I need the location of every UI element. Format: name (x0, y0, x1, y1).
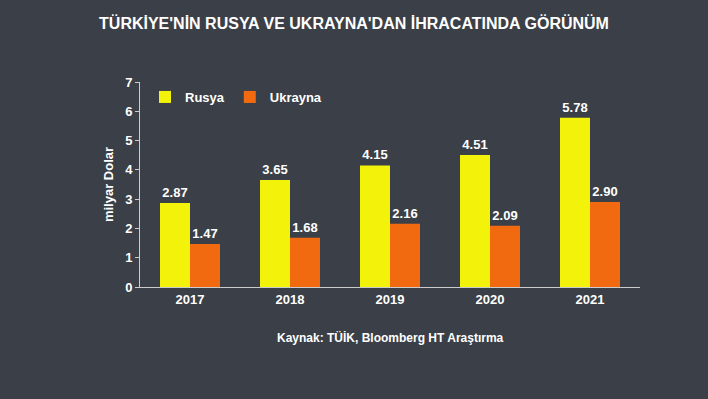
svg-text:1.47: 1.47 (192, 226, 217, 241)
svg-text:0: 0 (125, 280, 132, 295)
svg-text:2021: 2021 (576, 292, 605, 307)
svg-text:3.65: 3.65 (262, 162, 287, 177)
svg-text:5.78: 5.78 (562, 100, 587, 115)
svg-text:7: 7 (125, 75, 132, 90)
svg-text:2.09: 2.09 (492, 208, 517, 223)
svg-text:2017: 2017 (176, 292, 205, 307)
svg-text:2.87: 2.87 (162, 185, 187, 200)
svg-text:2019: 2019 (376, 292, 405, 307)
svg-text:2.90: 2.90 (592, 184, 617, 199)
svg-text:4.15: 4.15 (362, 147, 387, 162)
svg-text:2.16: 2.16 (392, 206, 417, 221)
svg-text:milyar Dolar: milyar Dolar (101, 147, 116, 222)
svg-text:3: 3 (125, 192, 132, 207)
svg-text:5: 5 (125, 133, 132, 148)
svg-text:Rusya: Rusya (185, 90, 225, 105)
svg-text:Ukrayna: Ukrayna (270, 90, 322, 105)
svg-text:2: 2 (125, 221, 132, 236)
svg-text:4.51: 4.51 (462, 137, 487, 152)
svg-text:1: 1 (125, 250, 132, 265)
svg-text:TÜRKİYE'NİN RUSYA VE UKRAYNA'D: TÜRKİYE'NİN RUSYA VE UKRAYNA'DAN İHRACAT… (99, 14, 609, 32)
svg-text:2018: 2018 (276, 292, 305, 307)
svg-text:4: 4 (125, 162, 133, 177)
svg-text:2020: 2020 (476, 292, 505, 307)
svg-text:6: 6 (125, 104, 132, 119)
svg-text:Kaynak: TÜİK, Bloomberg HT Ara: Kaynak: TÜİK, Bloomberg HT Araştırma (277, 330, 504, 345)
svg-text:1.68: 1.68 (292, 220, 317, 235)
